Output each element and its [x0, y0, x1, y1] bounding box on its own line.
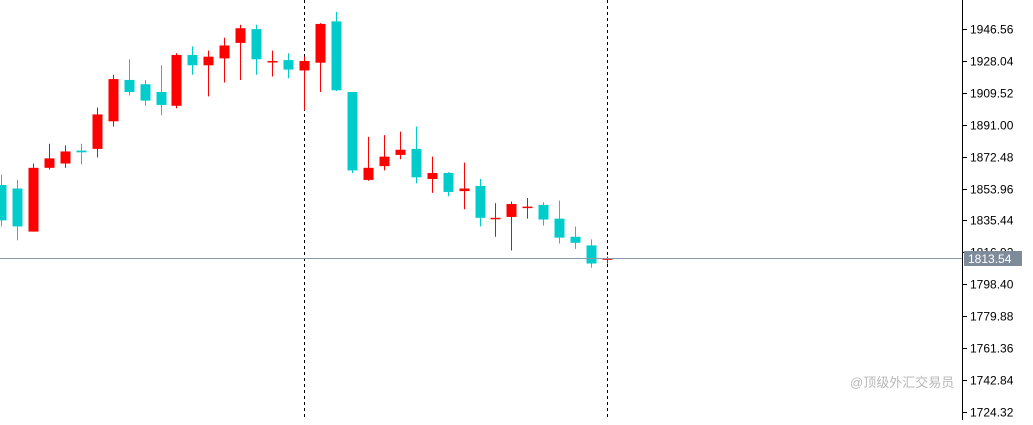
price-tick-label: 1853.96	[970, 183, 1014, 197]
candle-body	[331, 21, 342, 91]
candle-body	[108, 79, 119, 122]
candle	[522, 197, 533, 219]
candle-body	[76, 150, 87, 153]
price-tick-label: 1872.48	[970, 151, 1014, 165]
candle	[538, 202, 549, 226]
candle	[283, 53, 294, 79]
current-price-label-bg	[964, 251, 1022, 266]
candle-body	[28, 167, 39, 232]
price-tick-label: 1909.52	[970, 87, 1014, 101]
candle-body	[347, 92, 358, 171]
candle	[0, 174, 7, 227]
candle-body	[92, 114, 103, 149]
candle-body	[570, 236, 581, 243]
price-tick-label: 1928.04	[970, 55, 1014, 69]
candle-body	[538, 204, 549, 220]
candle-body	[0, 185, 7, 221]
candle	[140, 79, 151, 106]
candle-body	[379, 156, 390, 167]
candle	[347, 92, 358, 174]
candle-body	[124, 79, 135, 93]
candle	[395, 131, 406, 160]
candle-body	[411, 148, 422, 178]
candle	[235, 24, 246, 80]
candle-body	[44, 158, 55, 168]
candle	[108, 74, 119, 127]
candle-body	[235, 28, 246, 43]
candle	[267, 50, 278, 77]
candle-body	[554, 218, 565, 238]
candle-body	[203, 56, 214, 66]
candle-body	[171, 54, 182, 106]
candle	[44, 143, 55, 170]
candle-body	[299, 60, 310, 71]
candle-body	[427, 173, 438, 180]
candle	[124, 59, 135, 96]
candle-body	[315, 23, 326, 63]
candle	[187, 46, 198, 75]
candle	[570, 226, 581, 249]
current-price-label: 1813.54	[968, 252, 1012, 266]
candle-body	[12, 188, 23, 227]
candle-body	[506, 204, 517, 217]
candle	[459, 162, 470, 210]
price-tick-label: 1835.44	[970, 214, 1014, 228]
candle-body	[475, 185, 486, 218]
candle	[156, 65, 167, 116]
price-axis: 1946.56 1928.04 1909.52 1891.00 1872.48 1853.…	[962, 0, 1014, 420]
candle-body	[522, 206, 533, 209]
price-tick-label: 1946.56	[970, 23, 1014, 37]
candle-body	[187, 54, 198, 66]
candle	[443, 172, 454, 197]
candle	[60, 145, 71, 168]
candles	[0, 11, 613, 268]
price-tick-label: 1724.32	[970, 406, 1014, 420]
candle-body	[156, 92, 167, 105]
candle	[331, 11, 342, 92]
candle-body	[251, 29, 262, 60]
candle	[92, 107, 103, 158]
price-tick-label: 1779.88	[970, 310, 1014, 324]
candle-body	[459, 188, 470, 192]
candle	[315, 23, 326, 93]
candle	[506, 201, 517, 251]
candle-body	[363, 167, 374, 180]
candle	[171, 53, 182, 109]
price-tick-label: 1891.00	[970, 119, 1014, 133]
candle	[554, 200, 565, 244]
candle-body	[60, 151, 71, 164]
current-price: 1813.54	[0, 251, 1022, 266]
candle	[427, 156, 438, 193]
candle	[475, 179, 486, 227]
candle	[411, 126, 422, 184]
candle-body	[490, 217, 501, 220]
candle	[363, 136, 374, 181]
candle	[251, 24, 262, 75]
price-tick-label: 1798.40	[970, 278, 1014, 292]
candle	[299, 56, 310, 111]
candle	[602, 256, 613, 264]
candle	[28, 163, 39, 232]
candle	[203, 50, 214, 97]
period-separators	[304, 0, 608, 420]
price-tick-label: 1742.84	[970, 374, 1014, 388]
watermark: @顶级外汇交易员	[850, 375, 955, 390]
candle-body	[267, 60, 278, 63]
candle	[12, 179, 23, 241]
price-tick-label: 1761.36	[970, 342, 1014, 356]
candle-body	[395, 149, 406, 155]
candle-body	[283, 60, 294, 70]
candle	[76, 143, 87, 165]
candle-body	[140, 84, 151, 101]
candle	[490, 203, 501, 237]
candle	[586, 239, 597, 268]
candle-body	[602, 258, 613, 260]
candle	[379, 135, 390, 171]
candle-body	[219, 45, 230, 59]
candle-body	[443, 173, 454, 192]
candle-body	[586, 245, 597, 264]
candle	[219, 37, 230, 83]
